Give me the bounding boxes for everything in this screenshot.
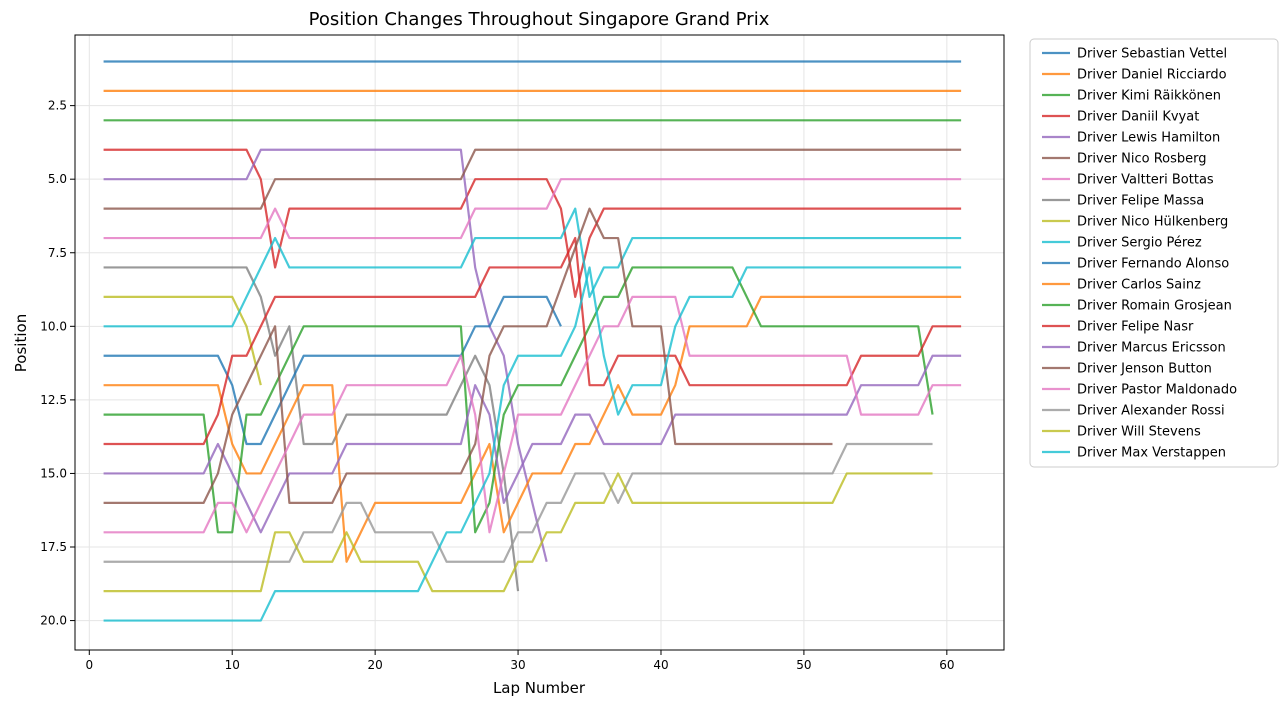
x-tick-label: 60 xyxy=(939,658,954,672)
legend-label: Driver Felipe Massa xyxy=(1077,194,1204,209)
x-tick-label: 0 xyxy=(85,658,93,672)
series-line-17 xyxy=(103,295,962,534)
axes: 0 10 20 30 40 50 60 2.5 5.0 7.5 10.0 12.5 15.0 17.5 20… xyxy=(40,99,954,672)
series-line-5 xyxy=(103,148,548,562)
y-tick-label: 17.5 xyxy=(40,540,67,554)
series-line-16 xyxy=(103,207,833,504)
legend-label: Driver Alexander Rossi xyxy=(1077,404,1225,419)
series-line-7 xyxy=(103,178,962,240)
legend-label: Driver Daniil Kvyat xyxy=(1077,110,1199,125)
legend-label: Driver Lewis Hamilton xyxy=(1077,131,1220,146)
x-tick-label: 50 xyxy=(796,658,811,672)
x-tick-label: 30 xyxy=(510,658,525,672)
legend: Driver Sebastian Vettel Driver Daniel Ric… xyxy=(1029,38,1279,468)
x-tick-label: 40 xyxy=(653,658,668,672)
legend-label: Driver Nico Hülkenberg xyxy=(1077,215,1228,230)
series-line-11 xyxy=(103,295,562,446)
legend-label: Driver Pastor Maldonado xyxy=(1077,383,1237,398)
series-line-14 xyxy=(103,236,962,446)
legend-label: Driver Jenson Button xyxy=(1077,362,1212,377)
y-tick-label: 12.5 xyxy=(40,393,67,407)
x-axis-label: Lap Number xyxy=(493,679,586,697)
grid-lines xyxy=(75,35,1004,650)
y-tick-label: 2.5 xyxy=(48,99,67,113)
series-line-12 xyxy=(103,295,962,563)
legend-label: Driver Valtteri Bottas xyxy=(1077,173,1214,188)
legend-label: Driver Kimi Räikkönen xyxy=(1077,89,1221,104)
legend-label: Driver Romain Grosjean xyxy=(1077,299,1232,314)
y-tick-label: 15.0 xyxy=(40,466,67,480)
y-axis-label: Position xyxy=(12,314,30,372)
legend-label: Driver Felipe Nasr xyxy=(1077,320,1194,335)
series-line-6 xyxy=(103,148,962,210)
legend-frame xyxy=(1029,38,1279,468)
y-tick-label: 7.5 xyxy=(48,246,67,260)
series-line-18 xyxy=(103,442,933,563)
chart-title: Position Changes Throughout Singapore Gr… xyxy=(309,9,770,30)
legend-label: Driver Nico Rosberg xyxy=(1077,152,1207,167)
x-tick-label: 20 xyxy=(367,658,382,672)
legend-label: Driver Will Stevens xyxy=(1077,425,1201,440)
series-layer xyxy=(103,60,962,622)
legend-label: Driver Carlos Sainz xyxy=(1077,278,1201,293)
legend-label: Driver Max Verstappen xyxy=(1077,446,1226,461)
series-line-10 xyxy=(103,207,962,328)
y-tick-label: 5.0 xyxy=(48,172,67,186)
legend-label: Driver Daniel Ricciardo xyxy=(1077,68,1227,83)
series-line-20 xyxy=(103,266,962,622)
series-line-15 xyxy=(103,354,962,534)
plot-frame xyxy=(74,34,1005,651)
series-line-19 xyxy=(103,472,933,593)
series-line-4 xyxy=(103,148,962,298)
legend-label: Driver Marcus Ericsson xyxy=(1077,341,1226,356)
legend-label: Driver Sebastian Vettel xyxy=(1077,47,1227,62)
legend-label: Driver Sergio Pérez xyxy=(1077,236,1202,251)
y-tick-label: 10.0 xyxy=(40,319,67,333)
legend-label: Driver Fernando Alonso xyxy=(1077,257,1229,272)
series-line-9 xyxy=(103,295,262,386)
series-line-8 xyxy=(103,266,520,592)
y-tick-label: 20.0 xyxy=(40,614,67,628)
x-tick-label: 10 xyxy=(225,658,240,672)
